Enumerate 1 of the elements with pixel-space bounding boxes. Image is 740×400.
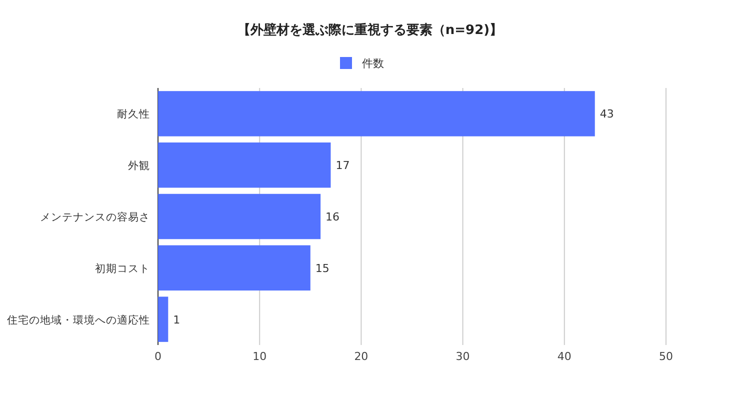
title: 【外壁材を選ぶ際に重視する要素（n=92)】 — [237, 23, 503, 38]
